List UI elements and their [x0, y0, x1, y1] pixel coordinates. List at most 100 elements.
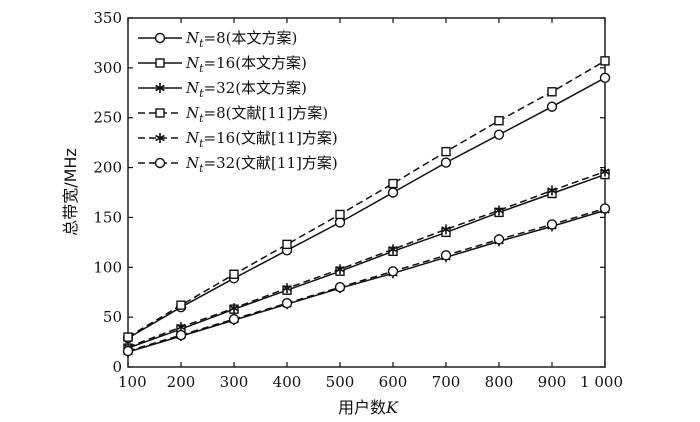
marker-star-stroke [441, 226, 451, 233]
series-line-2 [127, 173, 606, 349]
legend-label: Nt=8(本文方案) [185, 29, 297, 50]
marker-star-stroke [388, 246, 398, 253]
y-tick-label: 150 [93, 208, 122, 226]
data-point [388, 178, 398, 189]
marker-star-stroke [176, 323, 186, 331]
marker-circle-shape [599, 72, 611, 84]
marker-circle-shape [228, 313, 240, 325]
marker-circle-shape [334, 217, 346, 228]
marker-square-shape [176, 300, 186, 310]
data-point [176, 300, 186, 310]
marker-circle-shape [493, 234, 505, 245]
x-tick-label: 600 [379, 373, 408, 391]
data-point [281, 297, 293, 309]
marker-square-shape [494, 116, 504, 126]
series-layer [122, 56, 611, 358]
legend: Nt=8(本文方案) Nt=16(本文方案) Nt=32(本文方案) Nt=8(文献[… [138, 29, 338, 175]
y-tick-label: 200 [93, 159, 122, 177]
data-point [334, 282, 346, 293]
marker-square-shape [388, 178, 398, 189]
data-point [547, 185, 557, 196]
marker-circle-shape [122, 345, 134, 357]
y-tick-label: 350 [93, 9, 122, 27]
data-point [494, 116, 504, 126]
marker-circle-shape [281, 297, 293, 309]
axes: 0 50 100 150 200 250 300 350 100 200 300 400 500 600 7… [93, 9, 623, 391]
legend-label: Nt=32(文献[11]方案) [185, 154, 338, 175]
marker-circle-shape [546, 219, 558, 230]
marker-star-stroke [155, 134, 165, 142]
legend-item: Nt=8(文献[11]方案) [138, 104, 328, 125]
series-line-5 [127, 170, 606, 348]
marker-circle-shape [154, 157, 166, 169]
x-tick-label: 200 [167, 373, 196, 391]
marker-square-shape [547, 87, 557, 97]
data-point [599, 203, 611, 214]
x-axis-label-var: K [385, 398, 399, 417]
data-point [494, 205, 504, 216]
marker-circle-shape [387, 187, 399, 198]
data-point [493, 234, 505, 245]
data-point [122, 345, 134, 357]
legend-item: Nt=16(本文方案) [138, 54, 307, 75]
x-axis-label-text: 用户数 [338, 398, 386, 417]
legend-marker [155, 108, 165, 118]
series-line-6 [127, 207, 606, 352]
legend-item: Nt=8(本文方案) [138, 29, 297, 50]
data-point [600, 166, 610, 177]
legend-label: Nt=16(本文方案) [185, 54, 307, 75]
series-line-4 [127, 60, 606, 338]
marker-circle-shape [493, 129, 505, 140]
marker-star-stroke [229, 304, 239, 312]
data-point [440, 250, 452, 261]
legend-item: Nt=16(文献[11]方案) [138, 129, 338, 150]
marker-circle-shape [334, 282, 346, 293]
data-point [335, 209, 345, 220]
x-tick-label: 700 [432, 373, 461, 391]
x-tick-label: 800 [485, 373, 514, 391]
data-point [228, 313, 240, 325]
data-point [229, 269, 239, 279]
data-point [229, 303, 239, 314]
x-tick-label: 1 000 [580, 373, 623, 391]
legend-label: Nt=16(文献[11]方案) [185, 129, 338, 150]
marker-star-stroke [282, 285, 292, 292]
data-point [600, 56, 610, 66]
marker-circle-shape [440, 250, 452, 261]
data-point [335, 264, 345, 275]
marker-star-stroke [547, 187, 557, 194]
marker-square-shape [123, 332, 133, 342]
marker-square-shape [335, 209, 345, 220]
legend-label: Nt=32(本文方案) [185, 79, 307, 100]
data-point [546, 219, 558, 230]
y-axis-label: 总带宽/MHz [61, 148, 80, 236]
marker-star-stroke [494, 207, 504, 214]
data-point [387, 266, 399, 277]
data-point [440, 157, 452, 168]
legend-marker [154, 32, 166, 44]
marker-star-stroke [600, 168, 610, 175]
marker-square-shape [282, 239, 292, 250]
legend-marker [155, 58, 165, 68]
y-tick-label: 100 [93, 258, 122, 276]
data-point [441, 224, 451, 235]
marker-circle-shape [546, 101, 558, 112]
marker-circle-shape [154, 32, 166, 44]
x-tick-label: 300 [220, 373, 249, 391]
x-tick-label: 100 [118, 373, 147, 391]
marker-square-shape [229, 269, 239, 279]
data-point [282, 239, 292, 250]
y-tick-label: 250 [93, 109, 122, 127]
marker-star-stroke [335, 266, 345, 273]
marker-circle-shape [440, 157, 452, 168]
marker-star-stroke [155, 84, 165, 92]
data-point [334, 217, 346, 228]
legend-item: Nt=32(文献[11]方案) [138, 154, 338, 175]
marker-square-shape [600, 56, 610, 66]
series-line-3 [127, 209, 606, 353]
marker-circle-shape [175, 329, 187, 341]
legend-marker [155, 83, 165, 93]
data-point [441, 146, 451, 157]
y-tick-label: 300 [93, 59, 122, 77]
